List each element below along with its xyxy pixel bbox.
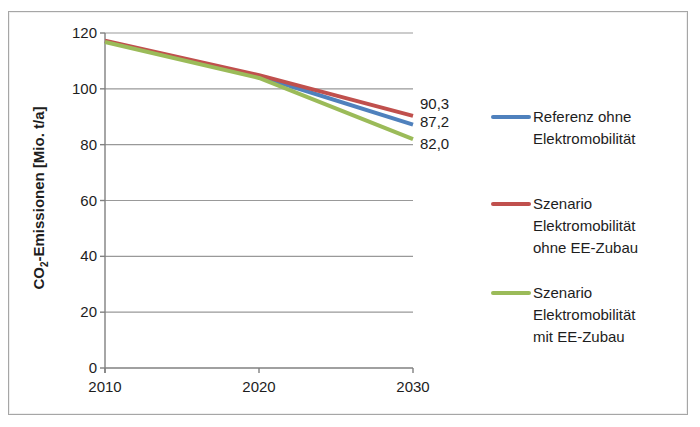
y-tick-label-120: 120 xyxy=(51,24,97,42)
y-axis-title: CO2-Emissionen [Mio. t/a] xyxy=(30,106,50,289)
data-label-0: 87,2 xyxy=(420,113,449,131)
data-label-2: 82,0 xyxy=(420,135,449,153)
x-tick-label-2020: 2020 xyxy=(229,378,289,396)
y-tick-label-20: 20 xyxy=(51,303,97,321)
legend-label-line: Szenario xyxy=(533,193,638,215)
legend-label-2: SzenarioElektromobilitätmit EE-Zubau xyxy=(533,282,636,348)
legend-label-line: Elektromobilität xyxy=(533,215,638,237)
legend-swatch-2 xyxy=(491,291,531,295)
legend-label-1: SzenarioElektromobilitätohne EE-Zubau xyxy=(533,193,638,259)
series-line-2 xyxy=(105,42,413,139)
legend-label-line: ohne EE-Zubau xyxy=(533,237,638,259)
y-axis-title-prefix: CO xyxy=(30,267,47,290)
legend-label-line: Elektromobilität xyxy=(533,304,636,326)
y-tick-label-80: 80 xyxy=(51,136,97,154)
data-label-1: 90,3 xyxy=(420,95,449,113)
y-tick-label-0: 0 xyxy=(51,359,97,377)
legend-item-1: SzenarioElektromobilitätohne EE-Zubau xyxy=(491,193,638,259)
x-tick-label-2030: 2030 xyxy=(383,378,443,396)
legend-swatch-1 xyxy=(491,202,531,206)
legend-swatch-0 xyxy=(491,115,531,119)
legend-label-line: mit EE-Zubau xyxy=(533,326,636,348)
y-tick-label-100: 100 xyxy=(51,80,97,98)
legend-label-0: Referenz ohneElektromobilität xyxy=(533,106,636,150)
legend-label-line: Szenario xyxy=(533,282,636,304)
legend-label-line: Referenz ohne xyxy=(533,106,636,128)
y-axis-title-subscript: 2 xyxy=(39,261,50,267)
legend-item-0: Referenz ohneElektromobilität xyxy=(491,106,636,150)
y-tick-label-40: 40 xyxy=(51,247,97,265)
x-tick-label-2010: 2010 xyxy=(75,378,135,396)
legend-label-line: Elektromobilität xyxy=(533,128,636,150)
y-axis-title-suffix: -Emissionen [Mio. t/a] xyxy=(30,106,47,261)
legend-item-2: SzenarioElektromobilitätmit EE-Zubau xyxy=(491,282,636,348)
y-tick-label-60: 60 xyxy=(51,192,97,210)
